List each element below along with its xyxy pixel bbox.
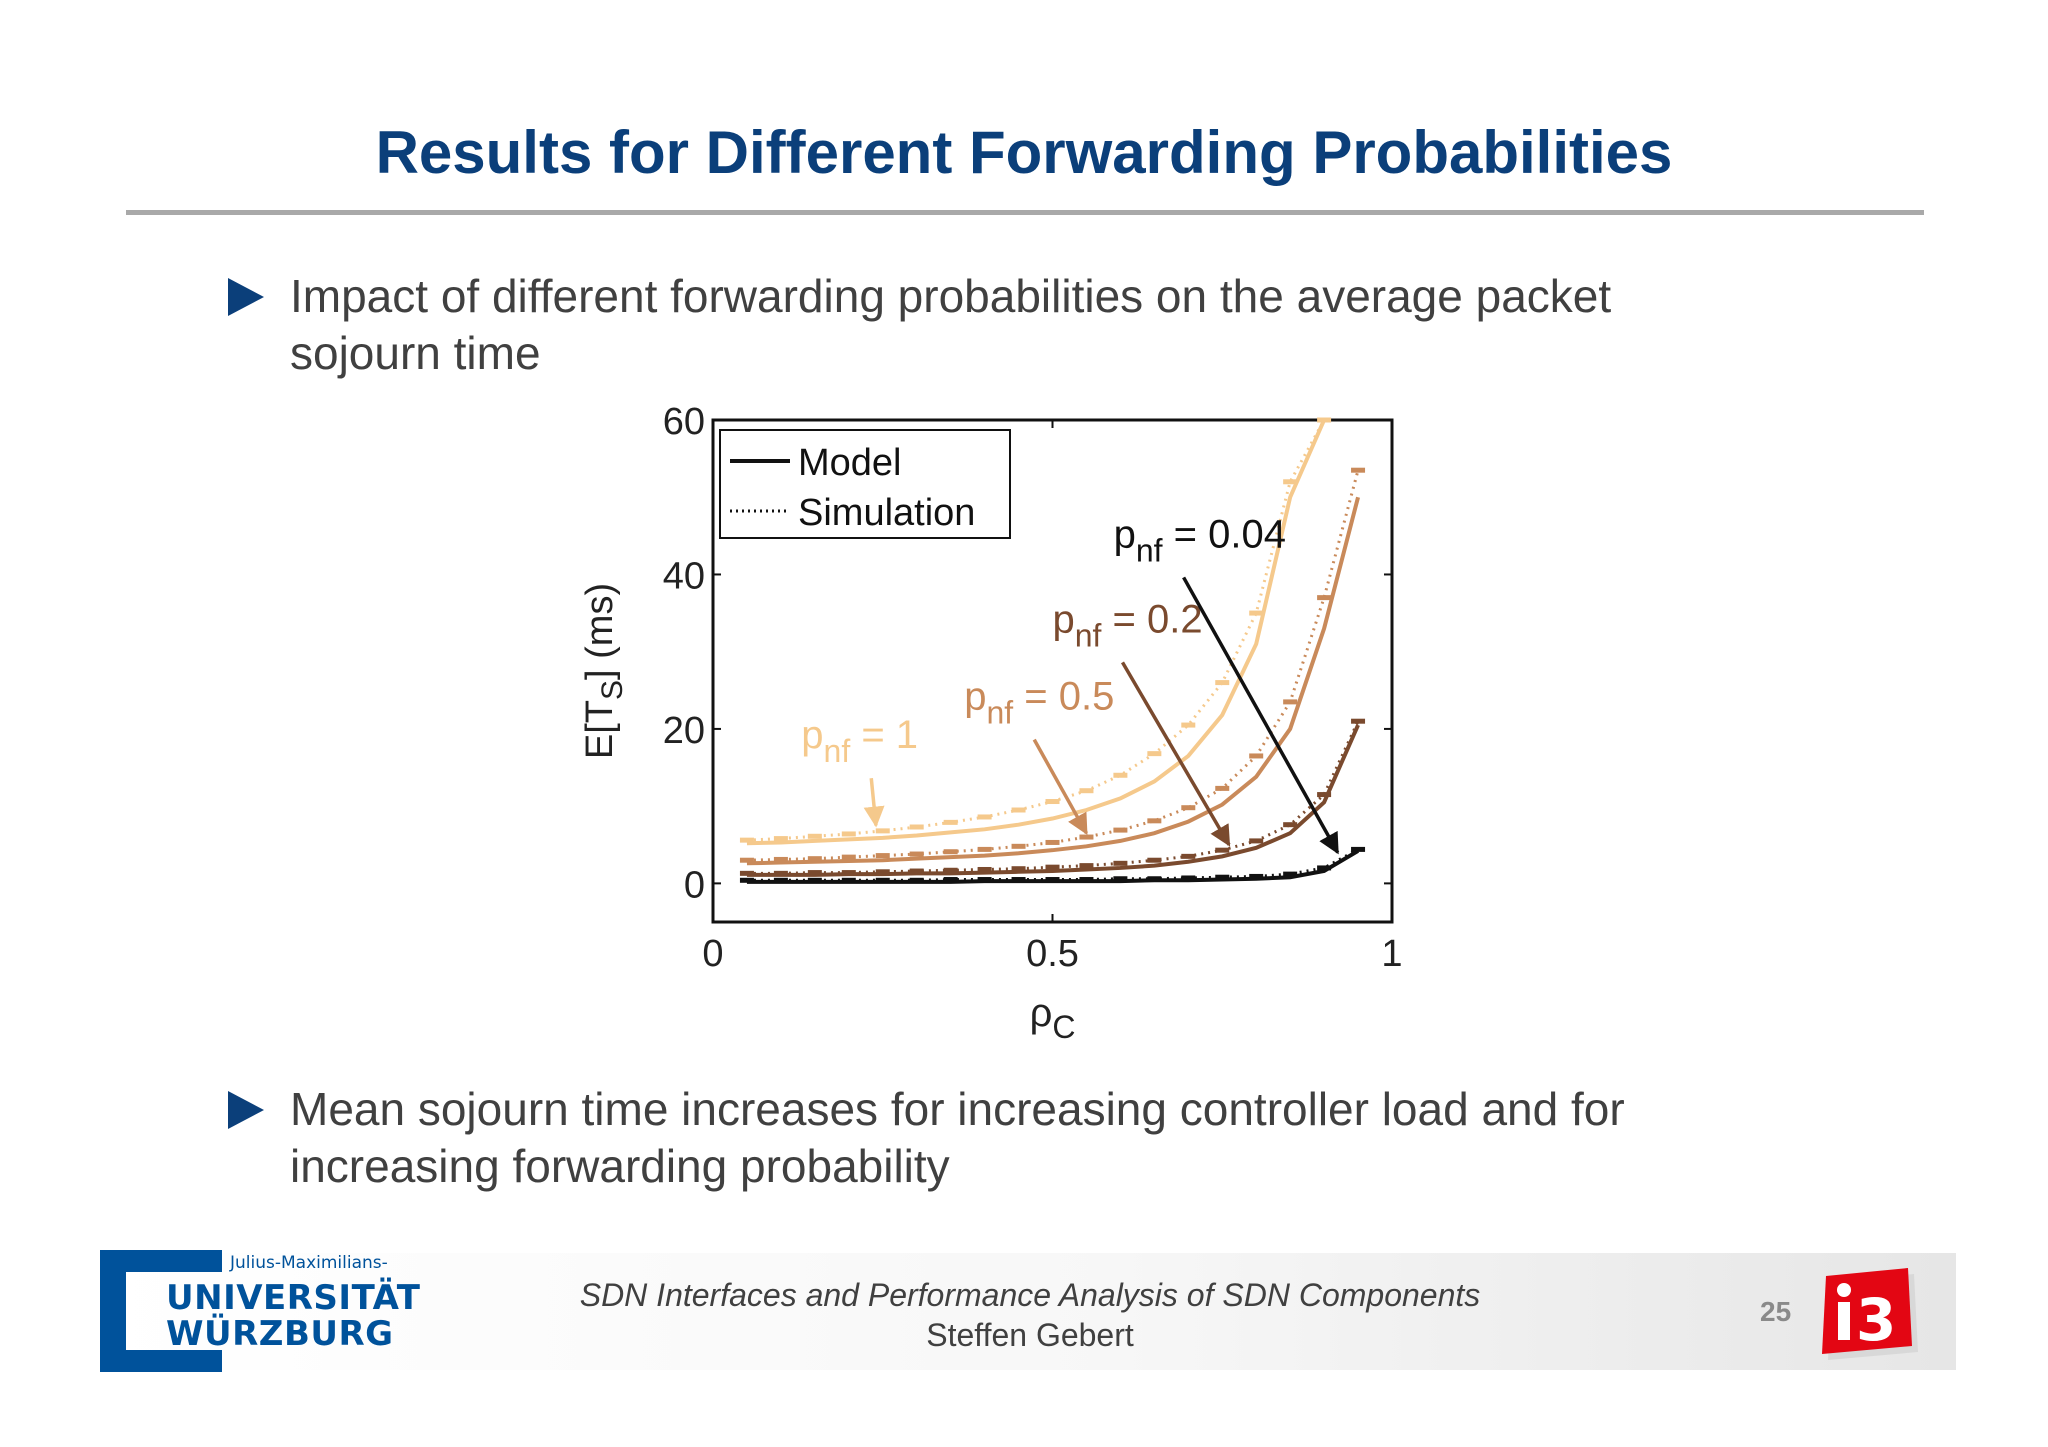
university-logo: Julius-Maximilians- UNIVERSITÄT WÜRZBURG — [100, 1250, 420, 1372]
model-line — [746, 496, 1360, 866]
logo-bracket-top — [100, 1250, 222, 1272]
bullet-arrow-icon — [228, 1091, 264, 1129]
logo-small-text: Julius-Maximilians- — [230, 1253, 388, 1273]
series-label-1: pnf = 0.5 — [964, 675, 1114, 731]
title-divider — [126, 210, 1924, 215]
series-group-0 — [739, 417, 1332, 846]
series-group-3 — [739, 846, 1366, 884]
sojourn-time-chart: 0 0.5 1 0 20 40 60 ρC E[TS] (ms) pnf = 1 pnf = 0.… — [560, 390, 1440, 1050]
series-label-3: pnf = 0.04 — [1114, 512, 1286, 568]
y-axis-label: E[TS] (ms) — [579, 583, 629, 759]
series-label-0: pnf = 1 — [801, 713, 918, 769]
footer-author: Steffen Gebert — [926, 1317, 1134, 1353]
slide-title: Results for Different Forwarding Probabi… — [375, 119, 1673, 186]
legend-simulation-label: Simulation — [798, 492, 975, 534]
y-tick-label: 0 — [684, 864, 705, 906]
chart-series — [739, 417, 1366, 884]
footer-course-title: SDN Interfaces and Performance Analysis … — [579, 1277, 1481, 1313]
series-label-arrow-2 — [1120, 661, 1231, 847]
y-tick-label: 40 — [663, 555, 705, 597]
simulation-line — [746, 419, 1326, 842]
svg-text:3: 3 — [1856, 1286, 1896, 1354]
series-label-arrow-1 — [1032, 738, 1088, 836]
chart-legend: Model Simulation — [719, 429, 1011, 539]
i3-logo-icon: 3 — [1822, 1268, 1918, 1360]
legend-model-label: Model — [798, 442, 902, 484]
logo-bracket-bottom — [100, 1350, 222, 1372]
x-axis-label: ρC — [1030, 991, 1076, 1045]
page-number: 25 — [1760, 1296, 1792, 1327]
x-tick-label: 1 — [1381, 933, 1402, 975]
series-label-arrow-0 — [863, 778, 885, 828]
logo-line-1: UNIVERSITÄT — [166, 1278, 421, 1318]
legend-box — [719, 429, 1011, 539]
chart-svg: 0 0.5 1 0 20 40 60 ρC E[TS] (ms) pnf = 1 pnf = 0.… — [579, 401, 1403, 1045]
y-tick-label: 60 — [663, 401, 705, 443]
chart-annotations: pnf = 1 pnf = 0.5 pnf = 0.2 pnf = 0.04 — [801, 512, 1340, 855]
series-label-arrow-3 — [1182, 576, 1340, 855]
series-group-2 — [739, 718, 1366, 877]
chart-axes: 0 0.5 1 0 20 40 60 ρC E[TS] (ms) — [579, 401, 1403, 1045]
series-label-2: pnf = 0.2 — [1053, 597, 1203, 653]
x-tick-label: 0 — [702, 933, 723, 975]
logo-line-2: WÜRZBURG — [166, 1314, 394, 1354]
model-line — [746, 849, 1360, 884]
bullet-1-text: Impact of different forwarding probabili… — [290, 270, 1612, 379]
model-line — [746, 724, 1360, 877]
bullet-2-text: Mean sojourn time increases for increasi… — [290, 1083, 1625, 1192]
model-line — [746, 419, 1326, 846]
y-tick-label: 20 — [663, 710, 705, 752]
bullet-arrow-icon — [228, 278, 264, 316]
x-tick-label: 0.5 — [1026, 933, 1079, 975]
series-group-1 — [739, 467, 1366, 866]
footer-bar — [100, 1253, 1956, 1370]
